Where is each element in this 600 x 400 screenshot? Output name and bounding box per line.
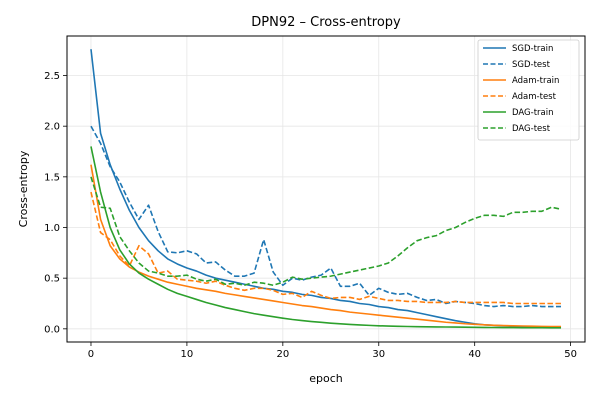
- x-ticks: 0 10 20 30 40 50: [88, 342, 577, 360]
- legend-label: Adam-train: [512, 76, 559, 86]
- x-tick-label: 20: [276, 349, 289, 360]
- series-line-dag-train: [90, 146, 562, 329]
- chart-title: DPN92 – Cross-entropy: [251, 15, 401, 30]
- x-tick-label: 10: [181, 349, 194, 360]
- y-tick-label: 2.5: [44, 71, 60, 82]
- series-layer: [90, 49, 562, 329]
- legend-box: [477, 39, 580, 141]
- y-tick-label: 1.5: [44, 172, 60, 183]
- plot-frame: [66, 35, 586, 343]
- y-ticks: 0.0 0.5 1.0 1.5 2.0 2.5: [44, 71, 67, 335]
- legend-label: Adam-test: [512, 92, 557, 102]
- x-tick-label: 40: [468, 349, 481, 360]
- y-tick-label: 0.0: [44, 324, 60, 335]
- legend-label: DAG-train: [512, 108, 554, 118]
- series-line-sgd-test: [90, 125, 562, 308]
- series-line-dag-test: [90, 176, 562, 287]
- x-tick-label: 30: [372, 349, 385, 360]
- legend-label: DAG-test: [512, 124, 551, 134]
- y-tick-label: 1.0: [44, 223, 60, 234]
- y-tick-label: 2.0: [44, 122, 60, 133]
- x-tick-label: 50: [564, 349, 577, 360]
- x-tick-label: 0: [88, 349, 94, 360]
- y-axis-label: Cross-entropy: [17, 150, 30, 227]
- series-line-adam-train: [90, 164, 562, 328]
- y-tick-label: 0.5: [44, 274, 60, 285]
- legend-label: SGD-train: [512, 44, 553, 54]
- x-axis-label: epoch: [309, 372, 343, 385]
- series-line-adam-test: [90, 191, 562, 305]
- legend: SGD-train SGD-test Adam-train Adam-test DAG-…: [477, 39, 580, 141]
- legend-label: SGD-test: [512, 60, 551, 70]
